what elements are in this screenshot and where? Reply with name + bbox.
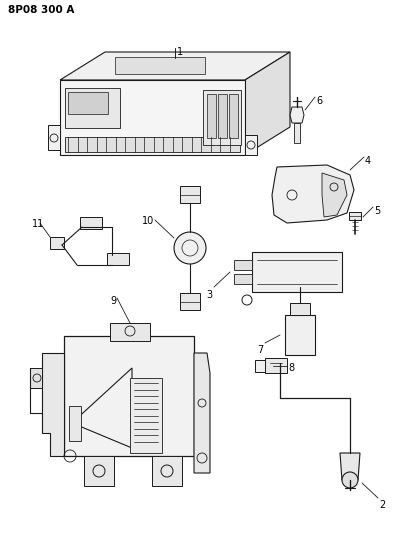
Bar (107, 253, 129, 265)
Bar (65, 88, 120, 128)
Bar (80, 217, 102, 229)
Text: 5: 5 (374, 206, 380, 216)
Text: 1: 1 (177, 47, 183, 57)
Text: 6: 6 (316, 96, 322, 106)
Bar (65, 137, 240, 152)
Circle shape (174, 232, 206, 264)
Bar (110, 323, 150, 341)
Polygon shape (60, 80, 245, 155)
Polygon shape (245, 135, 257, 155)
Polygon shape (272, 165, 354, 223)
Bar (180, 186, 200, 203)
Polygon shape (30, 368, 42, 388)
Text: 11: 11 (32, 219, 44, 229)
Bar (294, 123, 300, 143)
Text: 9: 9 (110, 296, 116, 306)
Text: 3: 3 (206, 290, 212, 300)
Text: 7: 7 (257, 345, 263, 355)
Bar (285, 315, 315, 355)
Bar (207, 94, 216, 138)
Text: 4: 4 (365, 156, 371, 166)
Bar (218, 94, 227, 138)
Circle shape (342, 472, 358, 488)
Text: 2: 2 (379, 500, 385, 510)
Polygon shape (115, 57, 205, 74)
Bar (203, 90, 241, 145)
Polygon shape (60, 52, 290, 80)
Bar (130, 378, 162, 453)
Bar (152, 456, 182, 486)
Bar (290, 303, 310, 315)
Polygon shape (322, 173, 347, 217)
Bar (69, 406, 81, 441)
Polygon shape (42, 353, 64, 456)
Polygon shape (245, 52, 290, 155)
Polygon shape (48, 125, 60, 150)
Bar (265, 358, 287, 373)
Text: 8: 8 (288, 363, 294, 373)
Bar (234, 274, 252, 284)
Bar (68, 92, 108, 114)
Bar (64, 336, 194, 456)
Text: 8P08 300 A: 8P08 300 A (8, 5, 75, 15)
Text: 10: 10 (142, 216, 154, 226)
Bar (180, 293, 200, 310)
Bar (252, 252, 342, 292)
Bar (84, 456, 114, 486)
Bar (234, 260, 252, 270)
Polygon shape (290, 107, 304, 123)
Polygon shape (194, 353, 210, 473)
Bar (229, 94, 238, 138)
Bar (50, 237, 64, 249)
Bar (255, 360, 273, 372)
Polygon shape (349, 212, 361, 220)
Polygon shape (340, 453, 360, 480)
